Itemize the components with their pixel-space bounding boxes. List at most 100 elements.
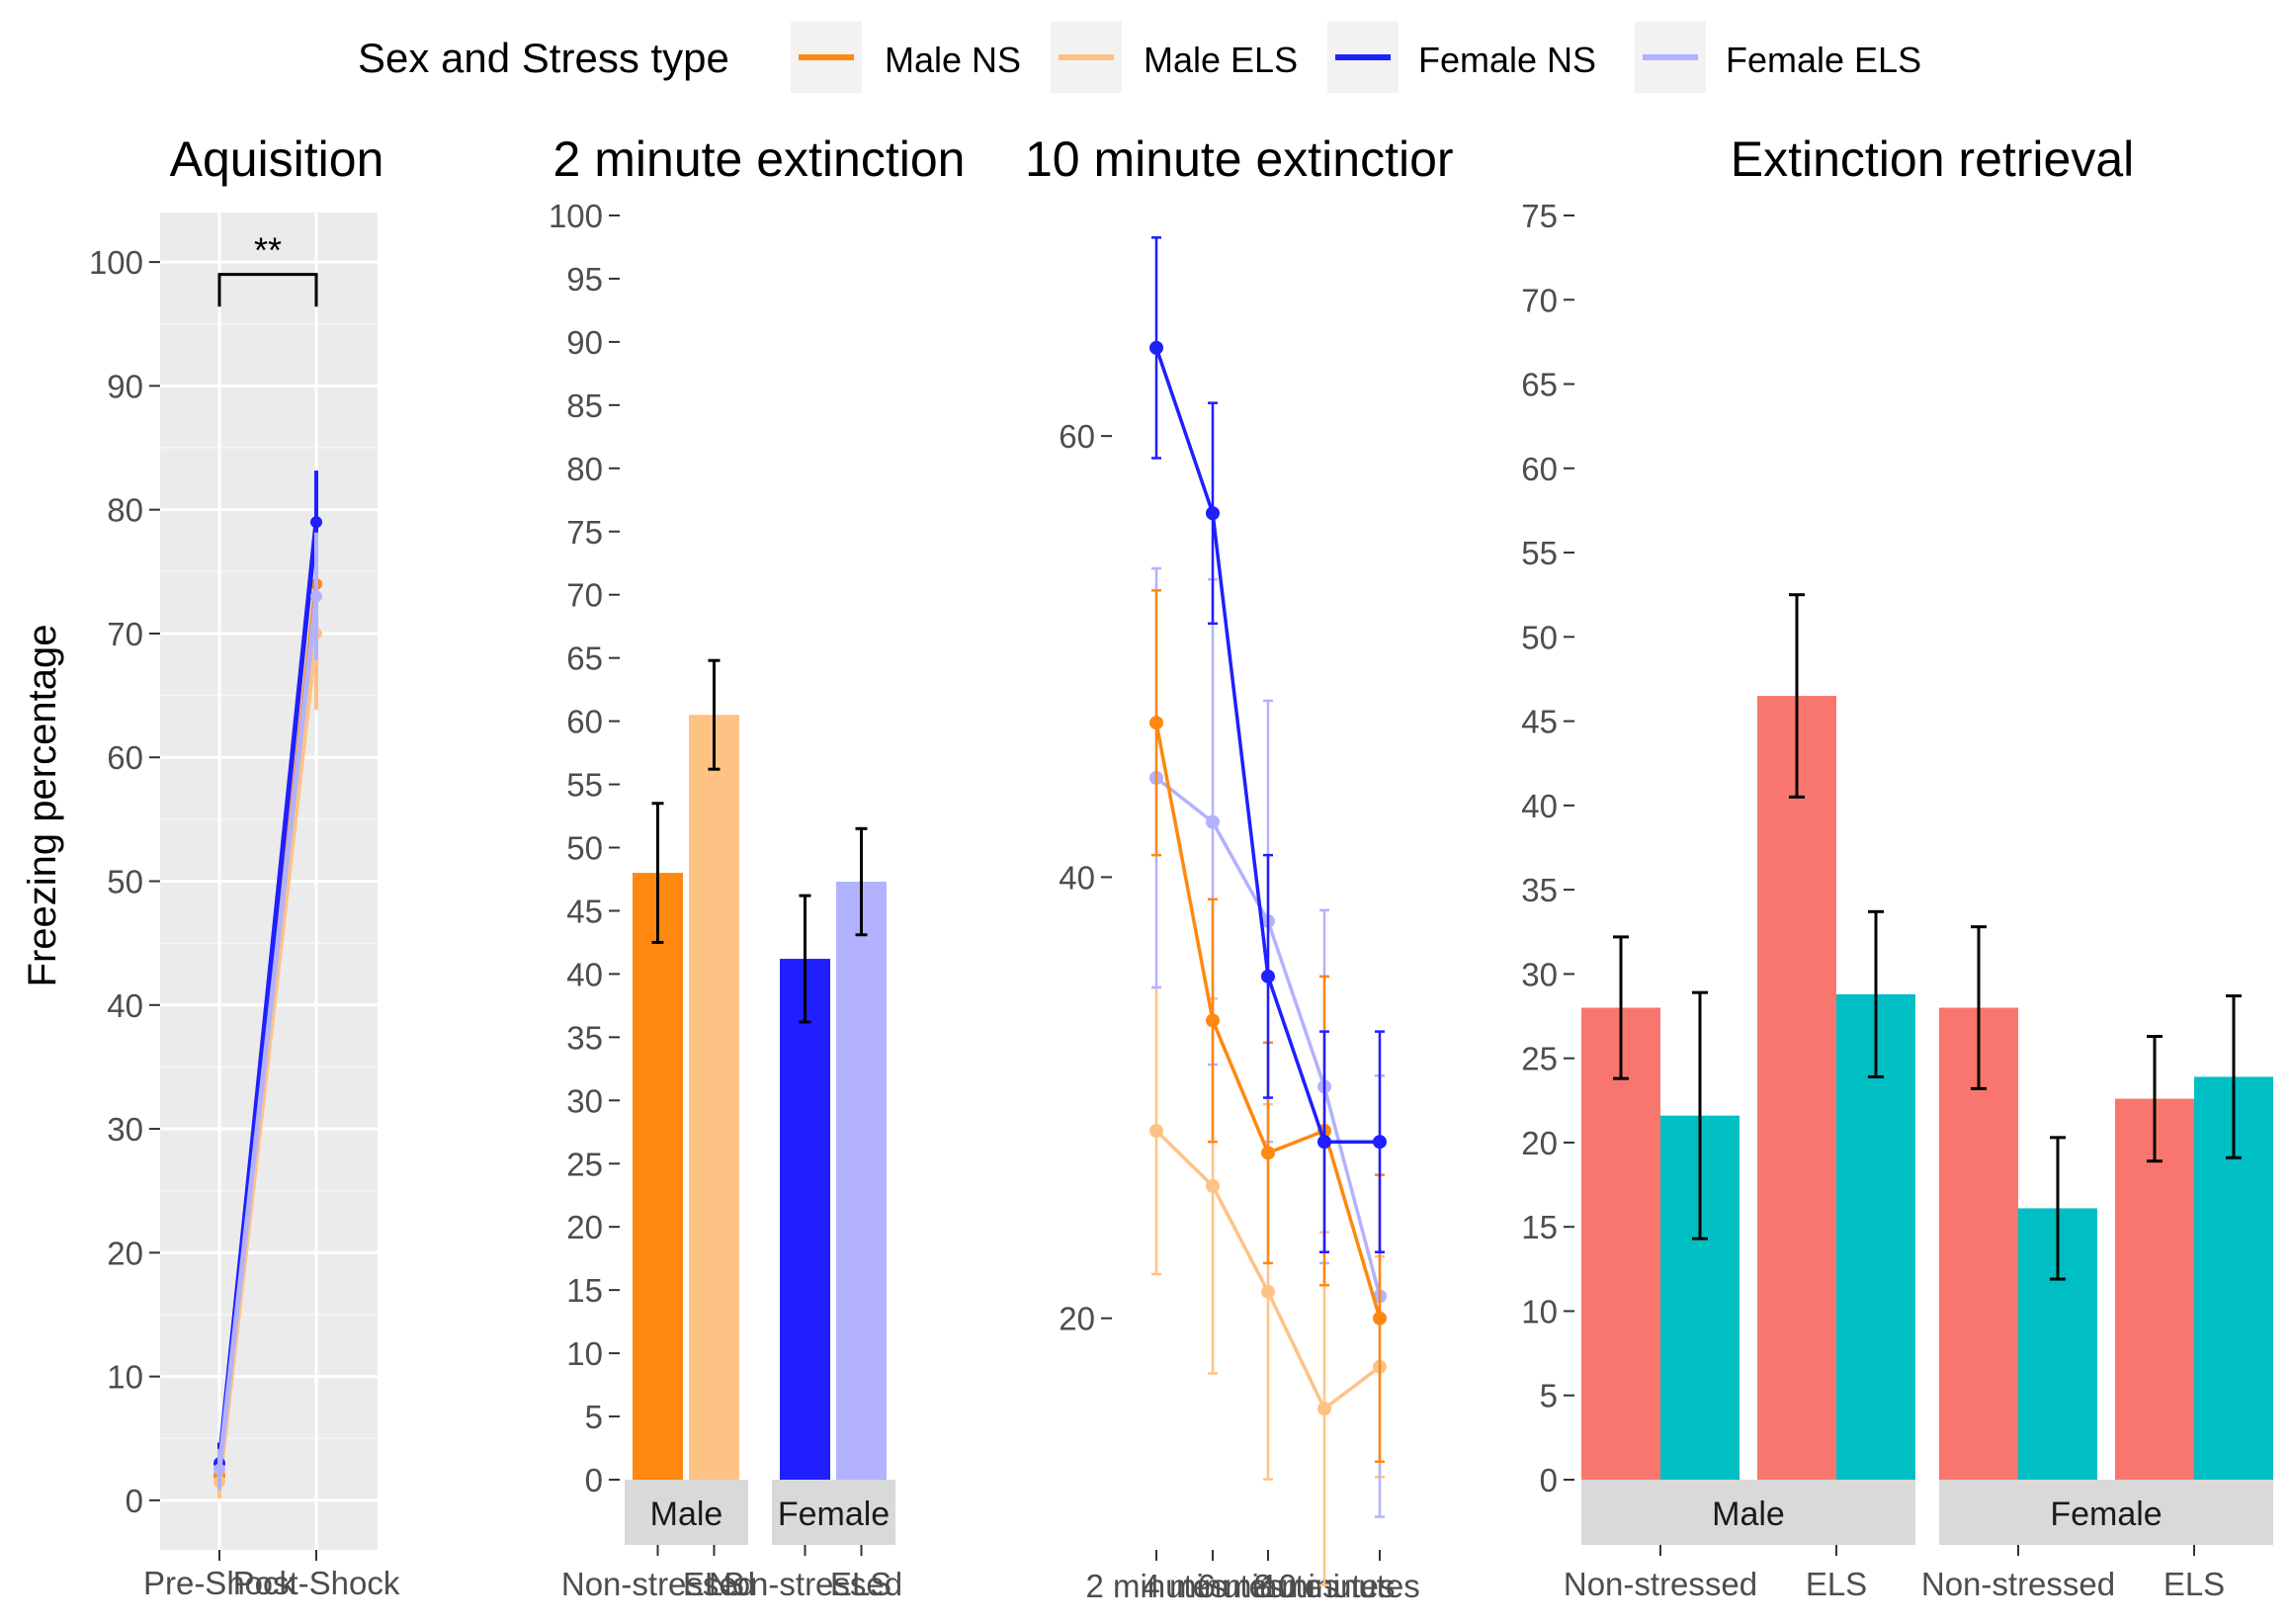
y-tick-label: 25 bbox=[1521, 1041, 1558, 1077]
x-tick-label-male-els: ELS bbox=[683, 1566, 744, 1602]
facet-label: Male bbox=[1712, 1496, 1785, 1533]
facet-strip bbox=[772, 1480, 895, 1545]
x-tick-label-female-els: ELS bbox=[2164, 1566, 2225, 1602]
panel-title: 2 minute extinction bbox=[553, 131, 966, 187]
y-tick-label: 50 bbox=[566, 830, 603, 867]
y-tick-label: 40 bbox=[566, 956, 603, 992]
x-tick-label-2-minutes: 2 minutes bbox=[1085, 1568, 1227, 1604]
y-tick-label: 45 bbox=[566, 893, 603, 929]
x-tick-label-post-shock: Post-Shock bbox=[233, 1565, 400, 1601]
y-tick-label: 35 bbox=[1521, 872, 1558, 908]
data-point bbox=[1373, 1311, 1387, 1325]
bar-male-els-0 bbox=[1757, 593, 1836, 1480]
facet-female: Female Non-stressed ELS bbox=[1921, 1480, 2273, 1602]
data-point bbox=[1206, 1178, 1220, 1193]
error-bar bbox=[1868, 909, 1884, 1078]
error-bar bbox=[2226, 994, 2242, 1159]
y-tick-label: 80 bbox=[107, 492, 143, 529]
bar bbox=[780, 959, 830, 1480]
x-tick-label-female-non-stressed: Non-stressed bbox=[709, 1566, 902, 1602]
y-tick-label: 100 bbox=[549, 198, 603, 234]
y-tick-label: 10 bbox=[107, 1359, 143, 1396]
data-point bbox=[1206, 1013, 1220, 1028]
error-bar bbox=[1789, 593, 1805, 799]
panel-title: Aquisition bbox=[170, 131, 384, 187]
bar-female-els-1 bbox=[2194, 994, 2273, 1480]
y-tick-label: 75 bbox=[1521, 198, 1558, 234]
bar bbox=[689, 715, 739, 1480]
panel-title: 10 minute extinctior bbox=[1025, 131, 1454, 187]
y-tick-label: 95 bbox=[566, 261, 603, 298]
y-tick-label: 65 bbox=[1521, 367, 1558, 403]
data-point bbox=[1317, 1402, 1331, 1416]
data-point bbox=[1373, 1135, 1387, 1150]
y-tick-label: 75 bbox=[566, 514, 603, 551]
series-female-els bbox=[213, 532, 322, 1491]
y-tick-label: 60 bbox=[107, 739, 143, 776]
error-bar bbox=[2147, 1034, 2163, 1163]
x-tick-label-4-minutes: 4 minutes bbox=[1142, 1568, 1283, 1604]
facet-female: Female bbox=[772, 1480, 895, 1545]
y-tick-label: 40 bbox=[107, 987, 143, 1024]
legend-label: Male ELS bbox=[1144, 40, 1298, 80]
y-tick-label: 25 bbox=[566, 1146, 603, 1182]
error-bar bbox=[855, 826, 868, 937]
legend-item-male-ns: Male NS bbox=[791, 22, 1021, 93]
y-tick-label: 60 bbox=[1059, 418, 1095, 455]
bar bbox=[836, 882, 887, 1480]
y-tick-label: 100 bbox=[89, 244, 143, 281]
y-tick-label: 20 bbox=[566, 1209, 603, 1245]
facet-male: Male Non-stressed ELS bbox=[1564, 1480, 1915, 1602]
y-tick-label: 35 bbox=[566, 1019, 603, 1056]
series-female-ns bbox=[1149, 236, 1387, 1254]
bar-female-els bbox=[836, 826, 887, 1556]
error-bar bbox=[1613, 935, 1629, 1080]
y-tick-label: 40 bbox=[1059, 859, 1095, 896]
y-tick-label: 20 bbox=[1059, 1301, 1095, 1337]
data-point bbox=[1149, 1124, 1163, 1139]
data-point bbox=[1149, 716, 1163, 730]
bar bbox=[1581, 1007, 1660, 1480]
bar bbox=[1757, 696, 1836, 1480]
error-bar bbox=[1692, 990, 1708, 1240]
data-point bbox=[213, 1463, 225, 1476]
bar-female-non-stressed-0 bbox=[1939, 925, 2018, 1480]
y-tick-label: 30 bbox=[107, 1111, 143, 1148]
bar-male-non-stressed-0 bbox=[1581, 935, 1660, 1480]
facet-strip bbox=[1581, 1480, 1915, 1545]
panel-2-minute-extinction: 2 minute extinction 0 5 10 15 20 25 30 35 40 45 50 5… bbox=[549, 131, 966, 1602]
y-tick-label: 90 bbox=[566, 324, 603, 361]
error-bar bbox=[2050, 1136, 2066, 1281]
y-tick-label: 5 bbox=[585, 1399, 603, 1435]
data-point bbox=[1261, 1146, 1275, 1160]
y-tick-label: 60 bbox=[566, 704, 603, 740]
y-tick-label: 65 bbox=[566, 641, 603, 677]
bar bbox=[633, 873, 683, 1480]
error-bar bbox=[799, 894, 811, 1024]
y-tick-label: 30 bbox=[566, 1082, 603, 1119]
y-tick-label: 0 bbox=[1540, 1462, 1558, 1498]
data-point bbox=[1149, 340, 1163, 355]
error-bar bbox=[708, 658, 721, 771]
x-tick-label-pre-shock: Pre-Shock bbox=[143, 1565, 297, 1601]
y-tick-label: 70 bbox=[1521, 282, 1558, 318]
y-tick-label: 15 bbox=[1521, 1209, 1558, 1245]
y-tick-label: 5 bbox=[1540, 1378, 1558, 1414]
legend-item-female-ns: Female NS bbox=[1327, 22, 1596, 93]
data-point bbox=[310, 590, 322, 603]
bar-female-els-0 bbox=[2115, 1034, 2194, 1480]
y-tick-label: 0 bbox=[585, 1462, 603, 1498]
facet-strip bbox=[625, 1480, 748, 1545]
facet-label: Female bbox=[778, 1496, 890, 1533]
y-tick-label: 30 bbox=[1521, 956, 1558, 992]
legend-label: Female NS bbox=[1418, 40, 1596, 80]
facet-male: Male bbox=[625, 1480, 748, 1545]
data-point bbox=[1261, 969, 1275, 983]
y-tick-label: 85 bbox=[566, 387, 603, 424]
data-point bbox=[1317, 1135, 1331, 1150]
data-point bbox=[310, 516, 322, 529]
error-bar bbox=[651, 802, 664, 944]
facet-label: Male bbox=[650, 1496, 723, 1533]
y-tick-label: 0 bbox=[126, 1483, 143, 1519]
